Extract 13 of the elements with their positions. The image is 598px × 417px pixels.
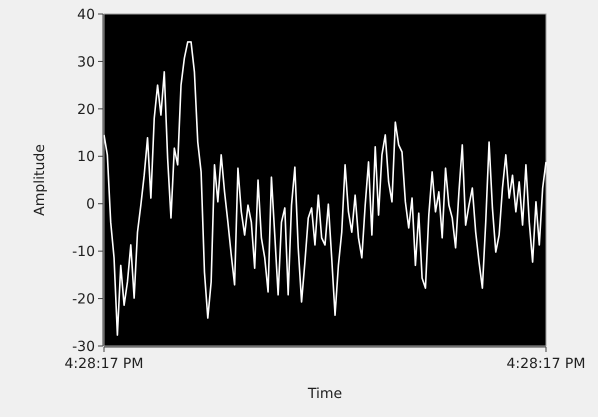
y-tick-label: -30 [72, 338, 95, 355]
y-axis-title: Amplitude [32, 144, 48, 216]
y-tick-label: 30 [77, 54, 95, 70]
y-tick-label: 10 [77, 149, 95, 166]
y-tick-label: -10 [72, 244, 95, 260]
y-tick-label: 40 [77, 6, 95, 23]
x-axis-title: Time [306, 386, 342, 402]
x-tick-label: 4:28:17 PM [64, 356, 144, 372]
x-tick-label: 4:28:17 PM [506, 356, 586, 372]
y-tick-label: 20 [77, 102, 95, 118]
line-series [103, 41, 547, 336]
y-tick-label: 0 [86, 196, 95, 213]
y-tick-label: -20 [72, 291, 95, 308]
